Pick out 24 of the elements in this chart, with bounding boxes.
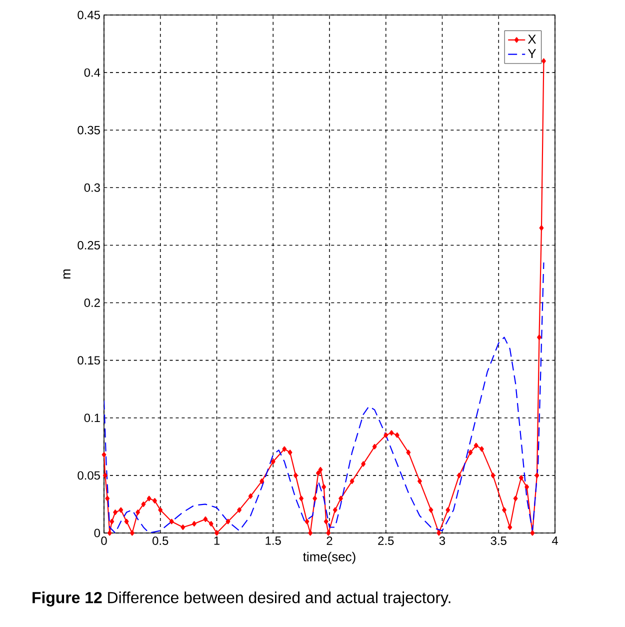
x-tick-label: 1 bbox=[214, 536, 220, 545]
y-axis-title: m bbox=[63, 269, 70, 279]
x-axis-title: time(sec) bbox=[303, 552, 356, 564]
legend-label: Y bbox=[528, 49, 536, 58]
x-tick-label: 4 bbox=[552, 536, 558, 545]
legend-label: X bbox=[528, 34, 536, 44]
y-tick-label: 0.45 bbox=[78, 10, 100, 20]
x-tick-label: 0.5 bbox=[152, 536, 168, 545]
y-tick-label: 0.2 bbox=[84, 298, 100, 307]
y-tick-label: 0.05 bbox=[78, 471, 100, 480]
y-tick-label: 0.1 bbox=[84, 414, 100, 422]
y-tick-label: 0.3 bbox=[84, 183, 100, 192]
x-tick-label: 2 bbox=[326, 536, 332, 545]
y-tick-label: 0.4 bbox=[84, 68, 100, 77]
x-tick-label: 0 bbox=[101, 536, 107, 545]
y-tick-label: 0.35 bbox=[78, 126, 100, 134]
y-tick-label: 0.15 bbox=[78, 356, 100, 365]
x-tick-label: 3 bbox=[439, 536, 446, 545]
x-tick-label: 2.5 bbox=[378, 536, 394, 545]
y-tick-label: 0.25 bbox=[78, 240, 100, 250]
x-tick-label: 1.5 bbox=[266, 536, 281, 545]
x-tick-label: 3.5 bbox=[490, 536, 506, 545]
y-tick-label: 0 bbox=[94, 528, 100, 538]
text: Figure 12 Difference between desired and actual trajectory. bbox=[32, 592, 450, 606]
